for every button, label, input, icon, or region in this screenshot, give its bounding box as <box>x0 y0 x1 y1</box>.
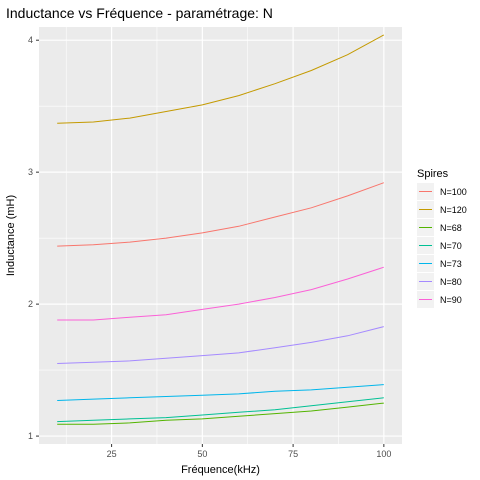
legend-label: N=120 <box>440 205 467 215</box>
series-line-n-68 <box>57 402 384 425</box>
series-line-n-70 <box>57 397 384 423</box>
y-tick-label: 2 <box>28 299 33 309</box>
y-axis: 1 2 3 4 <box>28 35 39 441</box>
y-axis-title: Inductance (mH) <box>5 195 17 276</box>
series-line-n-73 <box>57 384 384 401</box>
series-line-n-120 <box>57 34 385 124</box>
legend-label: N=73 <box>440 259 462 269</box>
grid-minor <box>39 27 402 444</box>
y-tick-label: 3 <box>28 167 33 177</box>
grid-major <box>39 27 402 444</box>
x-tick-label: 50 <box>197 449 207 459</box>
legend-label: N=90 <box>440 295 462 305</box>
x-tick-label: 75 <box>288 449 298 459</box>
legend-label: N=70 <box>440 241 462 251</box>
x-axis-title: Fréquence(kHz) <box>181 464 260 476</box>
chart-title: Inductance vs Fréquence - paramétrage: N <box>6 5 273 21</box>
x-axis: 25 50 75 100 <box>107 444 391 459</box>
series-line-n-100 <box>57 182 384 247</box>
x-tick-label: 25 <box>107 449 117 459</box>
legend-label: N=68 <box>440 223 462 233</box>
legend-label: N=80 <box>440 277 462 287</box>
legend: Spires N=100 N=120 N=68 N=70 N=73 N=80 N=90 <box>417 168 467 308</box>
y-tick-label: 1 <box>28 431 33 441</box>
plot-panel <box>39 27 402 444</box>
x-tick-label: 100 <box>376 449 391 459</box>
series-line-n-80 <box>57 326 384 364</box>
legend-label: N=100 <box>440 187 467 197</box>
series-lines <box>57 34 385 425</box>
series-line-n-90 <box>57 266 384 321</box>
legend-title: Spires <box>417 168 449 180</box>
y-tick-label: 4 <box>28 35 33 45</box>
